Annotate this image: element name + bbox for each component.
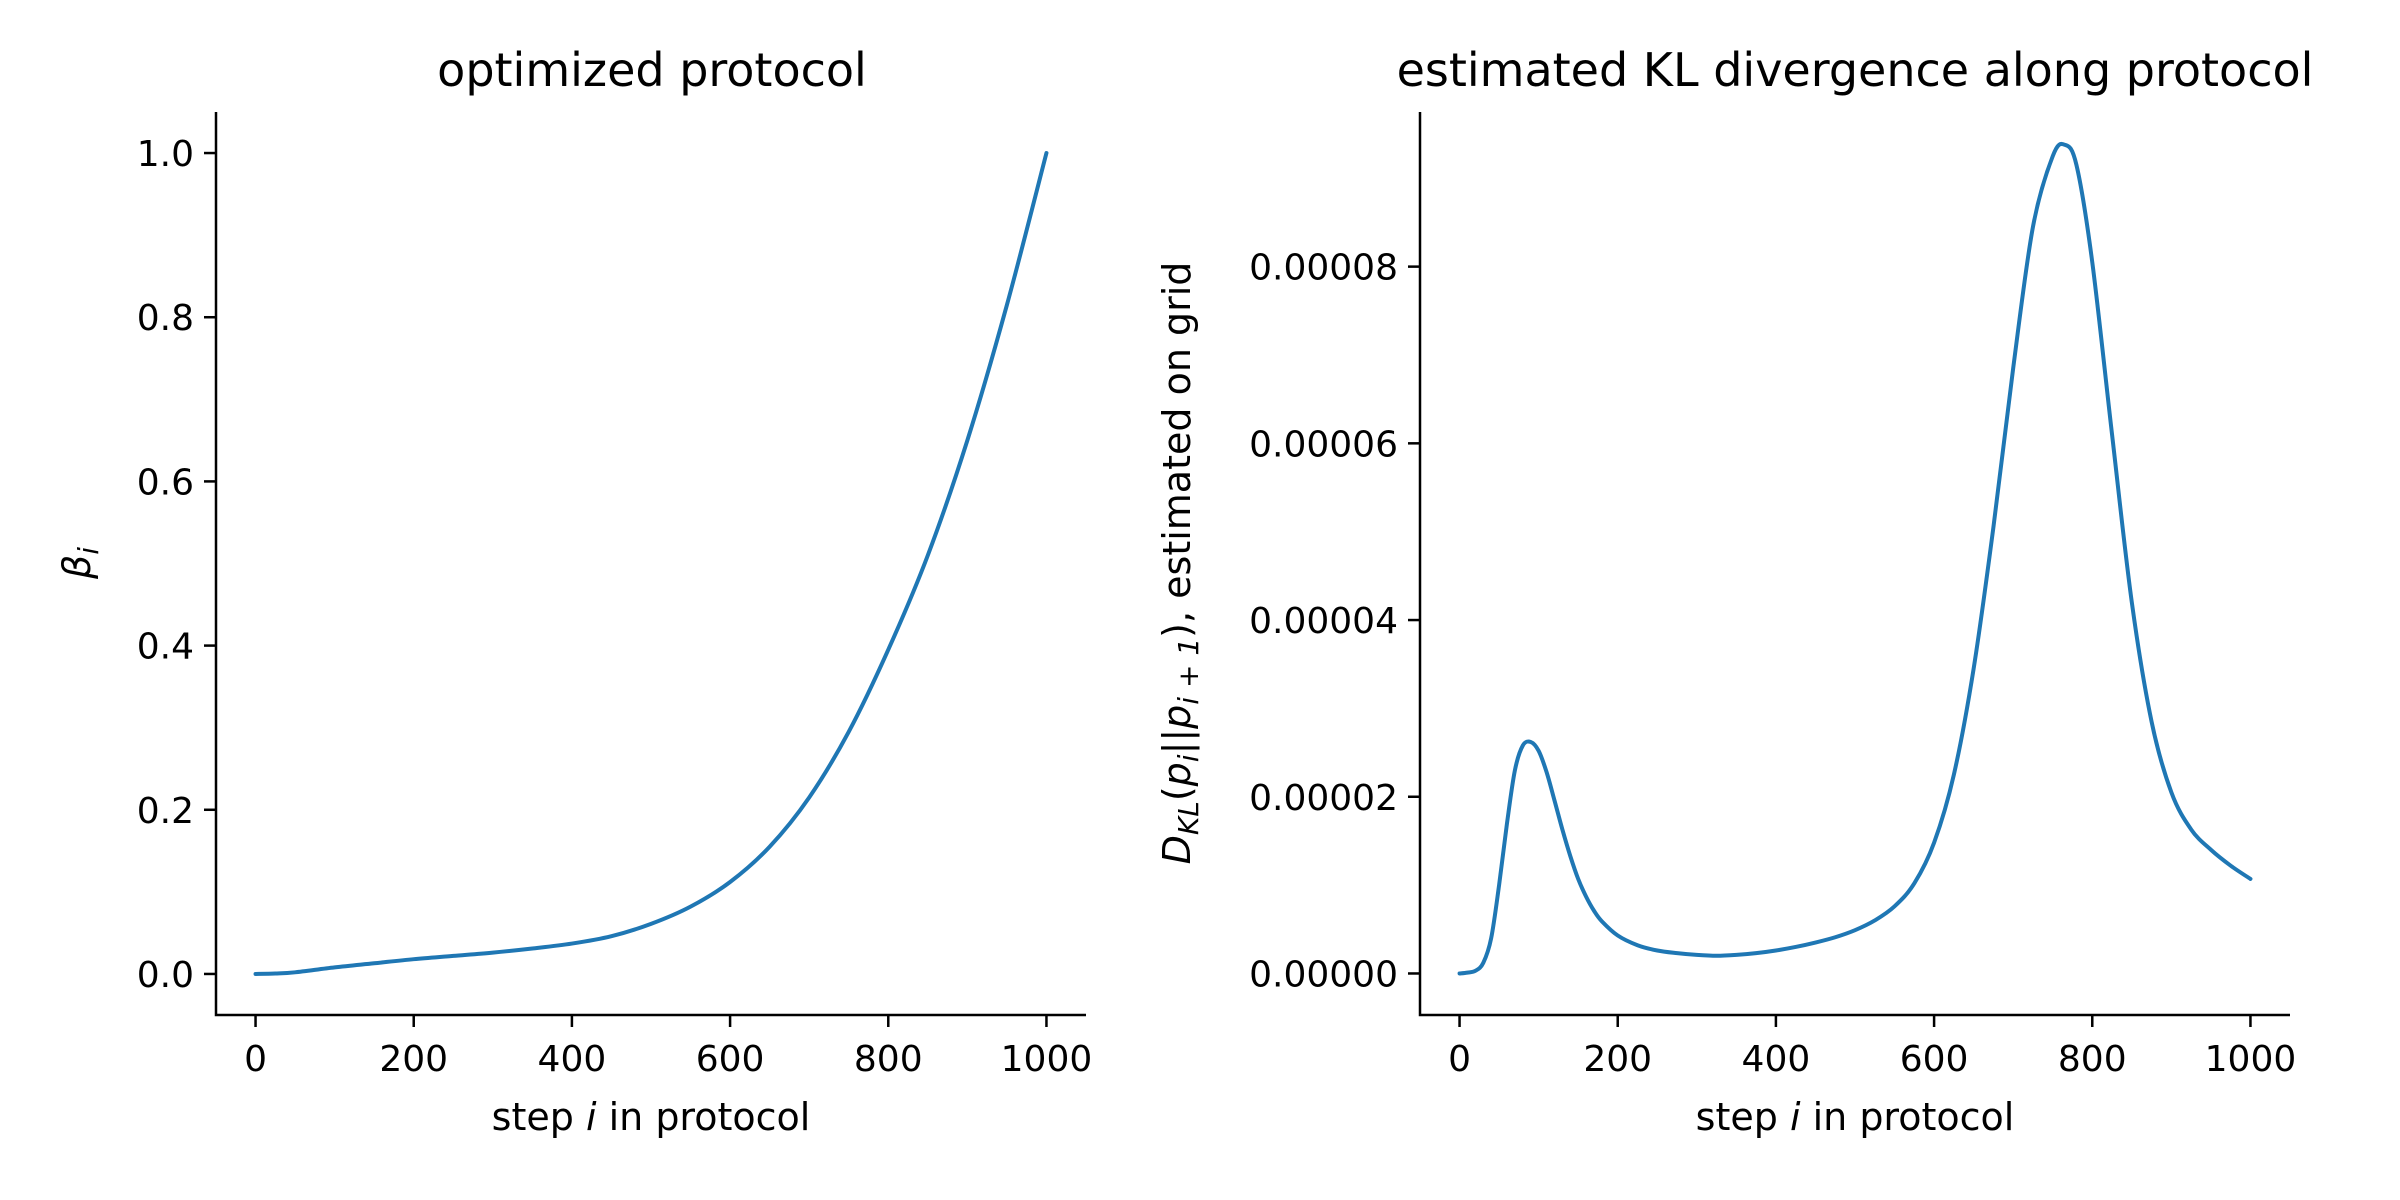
chart-right-x-tick-label: 1000: [2205, 1039, 2297, 1080]
chart-right-x-tick-label: 400: [1742, 1039, 1811, 1080]
chart-left-y-tick-label: 1.0: [137, 134, 194, 175]
chart-left-x-axis-label: step i in protocol: [492, 1095, 811, 1139]
chart-left-y-ticks: 0.0 0.2 0.4 0.6 0.8 1.0: [137, 134, 216, 996]
chart-left-x-tick-label: 1000: [1001, 1039, 1093, 1080]
chart-right-y-tick-label: 0.00004: [1249, 601, 1398, 642]
chart-right-y-tick-label: 0.00008: [1249, 248, 1398, 289]
chart-right-series-line: [1457, 141, 2253, 976]
chart-right-y-ticks: 0.00000 0.00002 0.00004 0.00006 0.00008: [1249, 248, 1420, 995]
chart-right-x-tick-label: 800: [2058, 1039, 2127, 1080]
chart-left-x-tick-label: 200: [379, 1039, 448, 1080]
chart-left-y-tick-label: 0.2: [137, 791, 194, 832]
chart-right: estimated KL divergence along protocol 0…: [1155, 43, 2313, 1139]
chart-left-y-tick-label: 0.6: [137, 462, 194, 503]
chart-right-y-tick-label: 0.00002: [1249, 778, 1398, 819]
chart-left-y-axis-label: βi: [55, 547, 105, 580]
chart-right-title: estimated KL divergence along protocol: [1397, 43, 2314, 97]
chart-left-spines: [214, 112, 1086, 1017]
chart-left-x-tick-label: 400: [538, 1039, 607, 1080]
chart-right-y-tick-label: 0.00006: [1249, 424, 1398, 465]
chart-left: optimized protocol 0 200 400 600 800 1000 0.0…: [55, 43, 1092, 1139]
chart-left-x-tick-label: 600: [696, 1039, 765, 1080]
chart-right-x-tick-label: 200: [1583, 1039, 1652, 1080]
chart-left-y-tick-label: 0.0: [137, 955, 194, 996]
chart-right-x-ticks: 0 200 400 600 800 1000: [1448, 1015, 2296, 1080]
chart-right-x-tick-label: 600: [1900, 1039, 1969, 1080]
chart-left-series-line: [253, 151, 1049, 976]
chart-left-title: optimized protocol: [437, 43, 867, 97]
chart-right-x-axis-label: step i in protocol: [1696, 1095, 2015, 1139]
chart-right-x-tick-label: 0: [1448, 1039, 1471, 1080]
chart-left-x-tick-label: 0: [244, 1039, 267, 1080]
chart-right-y-axis-label: DKL(pi||pi + 1), estimated on grid: [1155, 262, 1205, 865]
chart-left-y-tick-label: 0.4: [137, 627, 194, 668]
chart-right-y-tick-label: 0.00000: [1249, 954, 1398, 995]
chart-left-y-tick-label: 0.8: [137, 298, 194, 339]
chart-left-x-ticks: 0 200 400 600 800 1000: [244, 1015, 1092, 1080]
chart-right-spines: [1418, 112, 2290, 1017]
chart-left-x-tick-label: 800: [854, 1039, 923, 1080]
